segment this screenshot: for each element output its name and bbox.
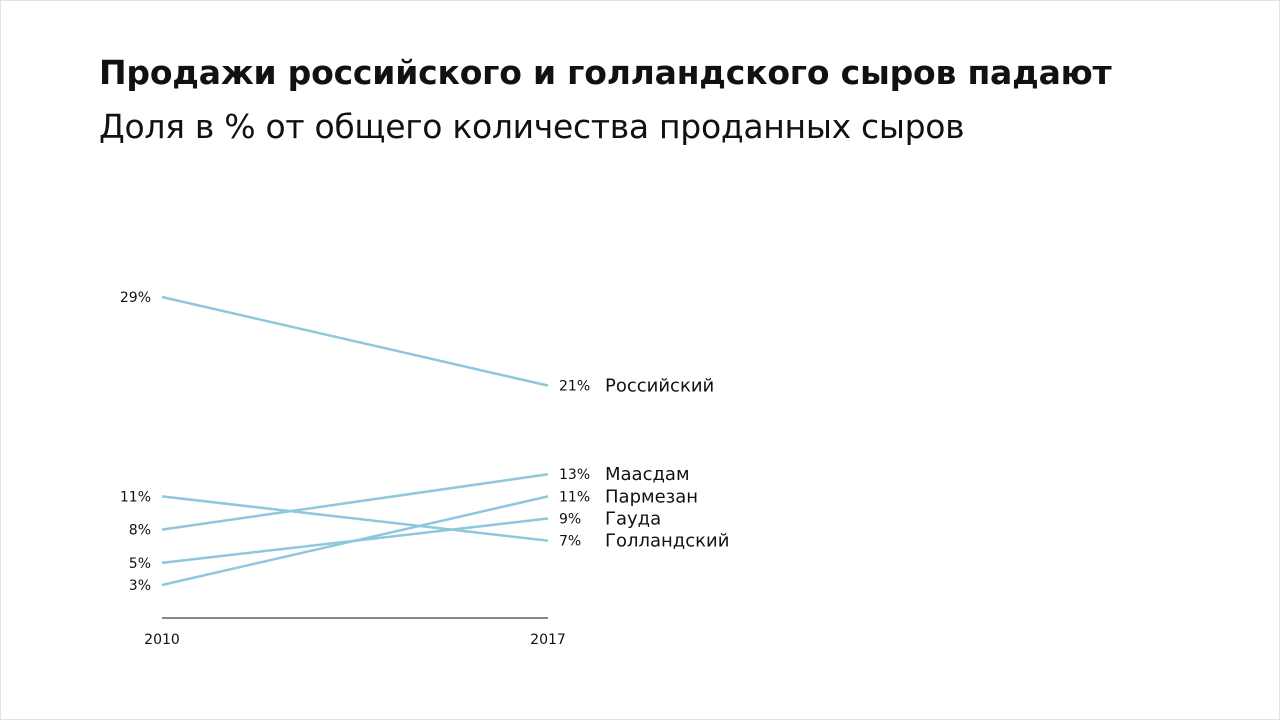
start-value-label-маасдам: 8% — [129, 523, 151, 539]
start-value-label-российский: 29% — [120, 290, 151, 306]
series-line-голландский — [161, 495, 549, 542]
series-line-маасдам — [161, 472, 549, 531]
series-name-label-гауда: Гауда — [605, 509, 661, 530]
x-tick-label-2017: 2017 — [530, 632, 566, 648]
end-value-label-российский: 21% — [559, 379, 590, 395]
end-value-label-маасдам: 13% — [559, 467, 590, 483]
start-value-label-пармезан: 3% — [129, 578, 151, 594]
x-tick-label-2010: 2010 — [144, 632, 180, 648]
end-value-label-пармезан: 11% — [559, 489, 590, 505]
series-name-label-пармезан: Пармезан — [605, 486, 698, 507]
chart-subtitle: Доля в % от общего количества проданных … — [99, 107, 965, 146]
series-line-российский — [161, 295, 549, 387]
end-value-label-гауда: 9% — [559, 512, 581, 528]
series-name-label-маасдам: Маасдам — [605, 464, 690, 485]
series-name-label-голландский: Голландский — [605, 531, 729, 552]
end-value-label-голландский: 7% — [559, 534, 581, 550]
series-name-label-российский: Российский — [605, 376, 714, 397]
series-line-гауда — [161, 517, 549, 565]
chart-title: Продажи российского и голландского сыров… — [99, 53, 1112, 92]
start-value-label-гауда: 5% — [129, 556, 151, 572]
start-value-label-голландский: 11% — [120, 489, 151, 505]
